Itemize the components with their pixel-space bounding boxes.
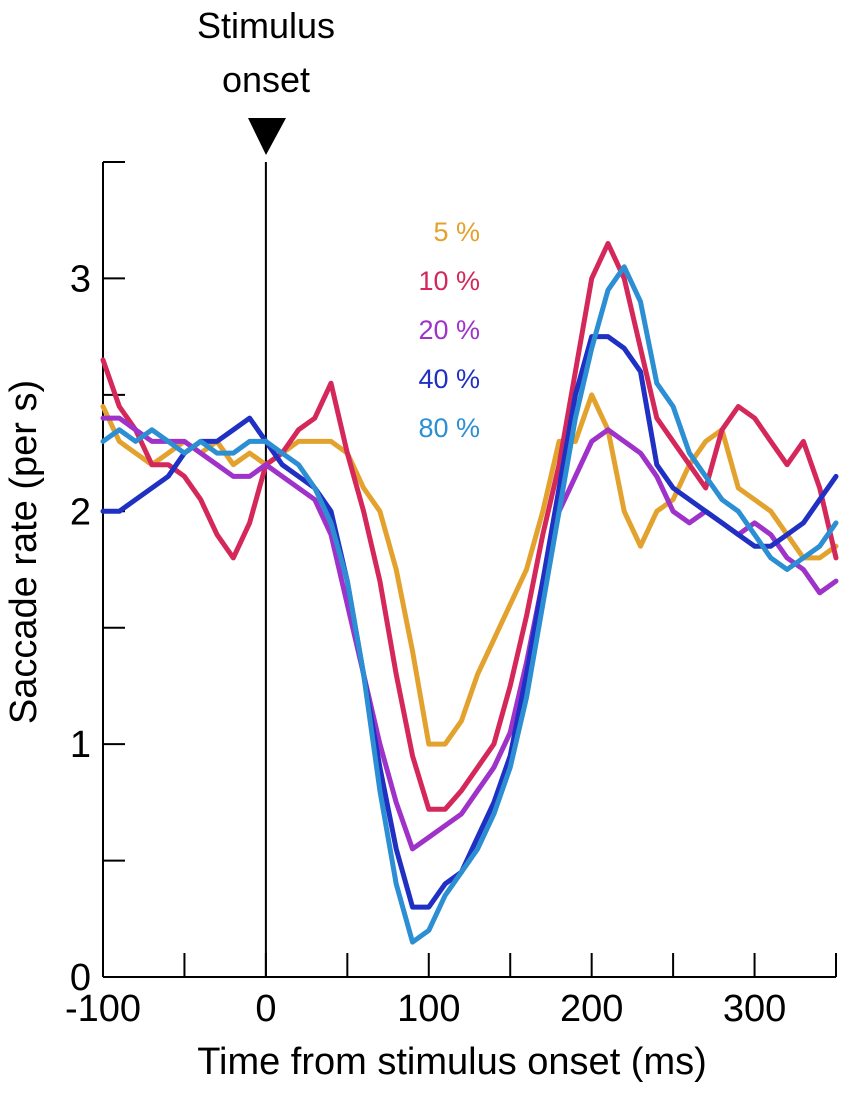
series-line-3 [100, 415, 839, 852]
x-tick-label: 300 [723, 988, 786, 1030]
x-tick-label: 0 [255, 988, 276, 1030]
series-line-4 [100, 334, 839, 910]
legend-entry-2: 10 % [418, 266, 480, 296]
x-axis-title: Time from stimulus onset (ms) [197, 1041, 707, 1083]
legend-entry-5: 80 % [418, 413, 480, 443]
legend: 5 % 10 % 20 % 40 % 80 % [418, 217, 480, 443]
legend-entry-4: 40 % [418, 364, 480, 394]
y-tick-label: 3 [70, 258, 91, 300]
series-line-5 [100, 264, 839, 945]
x-tick-label: 100 [397, 988, 460, 1030]
legend-entry-3: 20 % [418, 315, 480, 345]
y-tick-label: 0 [70, 957, 91, 999]
y-axis-title: Saccade rate (per s) [3, 380, 45, 724]
legend-entry-1: 5 % [433, 217, 480, 247]
onset-label-line1: Stimulus [197, 5, 335, 46]
x-tick-label: 200 [560, 988, 623, 1030]
x-tick-label: -100 [65, 988, 141, 1030]
series-line-2 [100, 241, 839, 812]
y-tick-label: 2 [70, 491, 91, 533]
onset-label-line2: onset [222, 59, 310, 100]
series-layer [100, 241, 839, 945]
onset-marker-triangle [248, 118, 286, 155]
y-tick-label: 1 [70, 724, 91, 766]
stimulus-onset-annotation: Stimulus onset [197, 5, 335, 155]
